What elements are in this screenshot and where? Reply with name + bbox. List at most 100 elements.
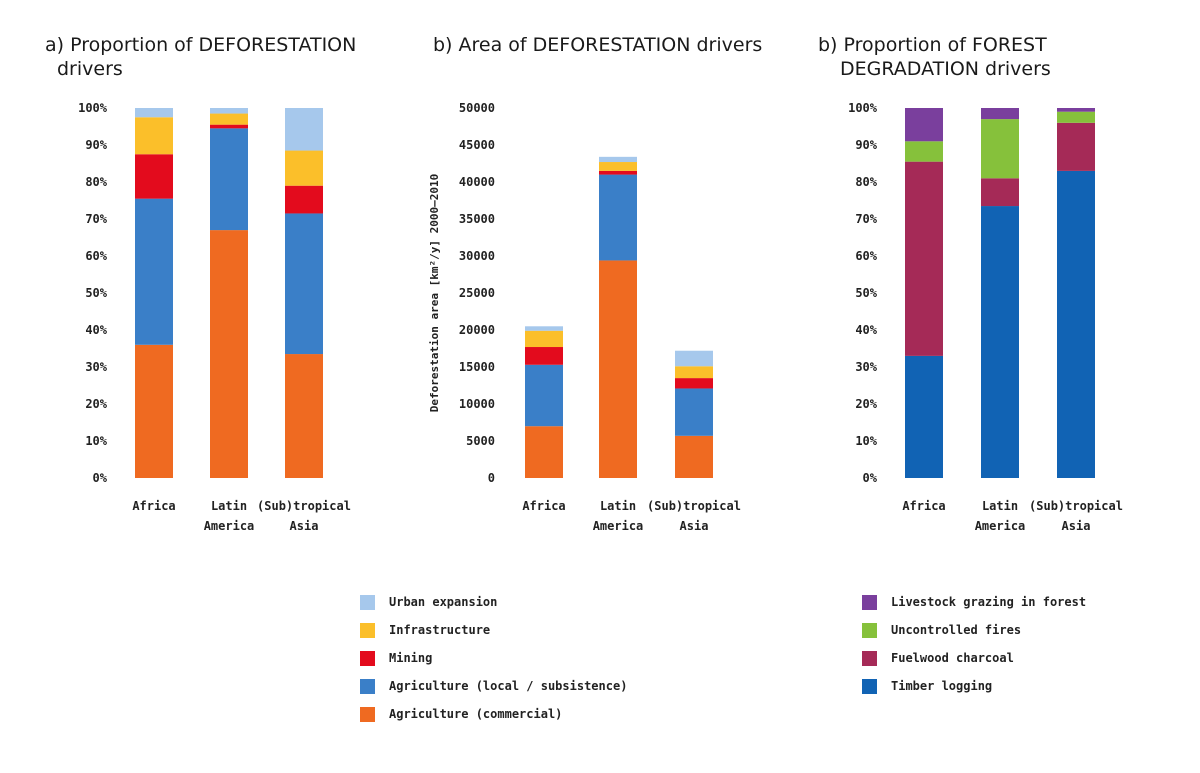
chart-0-bar-1-seg-4 — [210, 108, 248, 114]
chart-0-category-2-line-0: (Sub)tropical — [257, 499, 351, 513]
chart-2-category-2-line-0: (Sub)tropical — [1029, 499, 1123, 513]
legend-deforestation-item-4: Agriculture (commercial) — [360, 700, 627, 728]
legend-degradation-item-1: Uncontrolled fires — [862, 616, 1086, 644]
chart-2-ytick-10: 100% — [848, 101, 878, 115]
chart-0-bar-1-seg-2 — [210, 124, 248, 129]
chart-1-ytick-9: 45000 — [459, 138, 495, 152]
chart-2-bar-0-seg-0 — [905, 355, 943, 478]
legend-degradation-label-1: Uncontrolled fires — [891, 623, 1022, 637]
chart-2-bar-2-seg-2 — [1057, 111, 1095, 123]
chart-2-ytick-4: 40% — [855, 323, 877, 337]
chart-2-ytick-9: 90% — [855, 138, 877, 152]
chart-1-category-1-line-0: Latin — [600, 499, 636, 513]
chart-0-bar-2-seg-3 — [285, 150, 323, 186]
chart-0-bar-2-seg-2 — [285, 185, 323, 214]
chart-1-ytick-0: 0 — [488, 471, 495, 485]
chart-1-ytick-4: 20000 — [459, 323, 495, 337]
chart-2-bar-2-seg-3 — [1057, 108, 1095, 112]
chart-1-ytick-5: 25000 — [459, 286, 495, 300]
legend-deforestation-swatch-0 — [360, 594, 375, 610]
chart-1-category-2-line-1: Asia — [680, 519, 709, 533]
chart-0-category-1-line-1: America — [204, 519, 255, 533]
chart-1-ytick-7: 35000 — [459, 212, 495, 226]
chart-0-bar-0-seg-4 — [135, 108, 173, 118]
chart-0-bar-0-seg-3 — [135, 117, 173, 155]
chart-0-category-2-line-1: Asia — [290, 519, 319, 533]
chart-c-title-line-1: b) Proportion of FOREST — [818, 34, 1047, 56]
chart-0-bar-0-seg-0 — [135, 344, 173, 478]
legend-deforestation-swatch-2 — [360, 650, 375, 666]
chart-1-ytick-6: 30000 — [459, 249, 495, 263]
chart-1-ytick-8: 40000 — [459, 175, 495, 189]
chart-0-bar-2-seg-0 — [285, 354, 323, 478]
legend-deforestation-item-2: Mining — [360, 644, 627, 672]
chart-a-title-line-1: a) Proportion of DEFORESTATION — [45, 34, 357, 56]
chart-1-bar-2-seg-4 — [675, 350, 713, 367]
chart-1-category-0-line-0: Africa — [522, 499, 565, 513]
chart-2-category-1-line-0: Latin — [982, 499, 1018, 513]
chart-0-ytick-1: 10% — [85, 434, 107, 448]
chart-0-ytick-4: 40% — [85, 323, 107, 337]
chart-a-title-line-2: drivers — [57, 58, 123, 80]
chart-1-bar-2-seg-1 — [675, 388, 713, 436]
legend-deforestation-swatch-3 — [360, 678, 375, 694]
chart-1-bar-1-seg-2 — [599, 170, 637, 175]
legend-deforestation-label-1: Infrastructure — [389, 623, 491, 637]
legend-deforestation-label-3: Agriculture (local / subsistence) — [389, 679, 628, 693]
chart-0-ytick-6: 60% — [85, 249, 107, 263]
chart-0-ytick-3: 30% — [85, 360, 107, 374]
chart-0-ytick-10: 100% — [78, 101, 108, 115]
chart-b-title: b) Area of DEFORESTATION drivers — [433, 33, 762, 57]
chart-1-bar-1-seg-1 — [599, 174, 637, 261]
chart-2-bar-1-seg-3 — [981, 108, 1019, 120]
chart-1-bar-0-seg-3 — [525, 330, 563, 348]
chart-a-title: a) Proportion of DEFORESTATION drivers — [45, 33, 356, 81]
chart-0-ytick-8: 80% — [85, 175, 107, 189]
chart-1-bar-0-seg-1 — [525, 364, 563, 427]
legend-deforestation: Urban expansion Infrastructure Mining Agric… — [360, 588, 627, 728]
chart-2-bar-0-seg-3 — [905, 108, 943, 142]
chart-2-ytick-6: 60% — [855, 249, 877, 263]
chart-2-bar-0-seg-1 — [905, 161, 943, 356]
chart-2-ytick-8: 80% — [855, 175, 877, 189]
chart-c-title: b) Proportion of FOREST DEGRADATION driv… — [818, 33, 1051, 81]
legend-deforestation-swatch-4 — [360, 706, 375, 722]
chart-1-bar-2-seg-3 — [675, 366, 713, 379]
chart-0-category-1-line-0: Latin — [211, 499, 247, 513]
chart-1-bar-0-seg-4 — [525, 326, 563, 331]
chart-1-ytick-1: 5000 — [466, 434, 495, 448]
chart-2-bar-1-seg-2 — [981, 119, 1019, 179]
legend-deforestation-item-3: Agriculture (local / subsistence) — [360, 672, 627, 700]
chart-1-bar-1-seg-0 — [599, 260, 637, 478]
legend-deforestation-item-1: Infrastructure — [360, 616, 627, 644]
chart-0-ytick-7: 70% — [85, 212, 107, 226]
chart-2-ytick-5: 50% — [855, 286, 877, 300]
chart-1-ytick-2: 10000 — [459, 397, 495, 411]
legend-degradation-item-0: Livestock grazing in forest — [862, 588, 1086, 616]
chart-2-ytick-0: 0% — [863, 471, 878, 485]
legend-degradation-item-2: Fuelwood charcoal — [862, 644, 1086, 672]
chart-0-bar-1-seg-1 — [210, 128, 248, 231]
legend-degradation-item-3: Timber logging — [862, 672, 1086, 700]
chart-2-bar-2-seg-0 — [1057, 170, 1095, 478]
chart-2-bar-0-seg-2 — [905, 141, 943, 162]
chart-2-ytick-7: 70% — [855, 212, 877, 226]
chart-2-ytick-1: 10% — [855, 434, 877, 448]
chart-0-bar-1-seg-0 — [210, 230, 248, 478]
legend-degradation-label-2: Fuelwood charcoal — [891, 651, 1014, 665]
chart-0-ytick-0: 0% — [93, 471, 108, 485]
legend-deforestation-label-0: Urban expansion — [389, 595, 498, 609]
legend-degradation-swatch-3 — [862, 678, 877, 694]
legend-deforestation-label-2: Mining — [389, 651, 433, 665]
chart-0-bar-0-seg-1 — [135, 198, 173, 345]
chart-2-ytick-2: 20% — [855, 397, 877, 411]
chart-0-ytick-9: 90% — [85, 138, 107, 152]
chart-1-ytick-10: 50000 — [459, 101, 495, 115]
legend-degradation-swatch-1 — [862, 622, 877, 638]
legend-degradation-swatch-0 — [862, 594, 877, 610]
legend-degradation: Livestock grazing in forest Uncontrolled … — [862, 588, 1086, 700]
chart-1-bar-1-seg-4 — [599, 156, 637, 163]
chart-c-title-line-2: DEGRADATION drivers — [840, 58, 1051, 80]
chart-1-ytick-3: 15000 — [459, 360, 495, 374]
